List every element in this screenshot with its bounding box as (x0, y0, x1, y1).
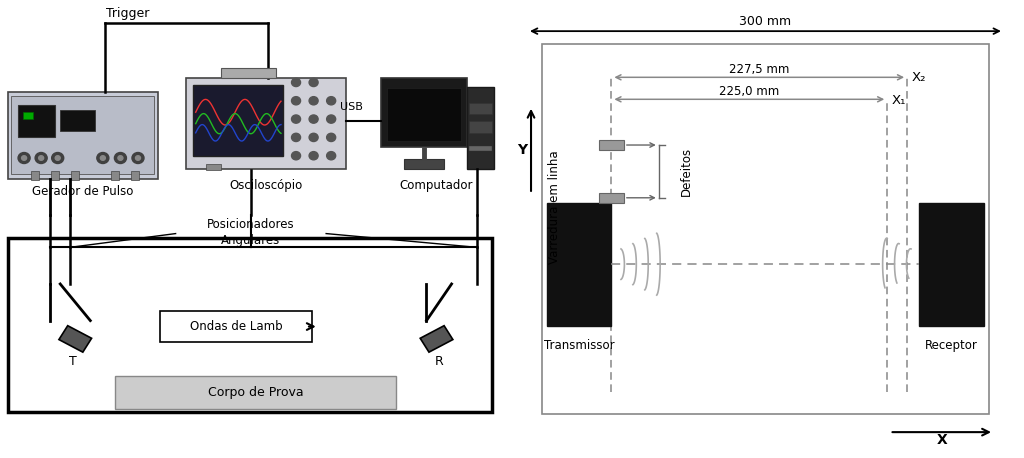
Circle shape (327, 115, 336, 123)
Text: X₂: X₂ (912, 71, 927, 84)
Circle shape (309, 152, 318, 160)
Circle shape (100, 156, 105, 160)
Circle shape (118, 156, 123, 160)
Bar (387, 88, 461, 141)
Circle shape (309, 97, 318, 105)
Bar (31, 171, 39, 180)
Bar (469, 103, 492, 114)
Polygon shape (59, 326, 91, 352)
Bar (17, 105, 55, 137)
Bar (467, 87, 495, 169)
Bar (7, 238, 492, 412)
Circle shape (327, 133, 336, 142)
Circle shape (22, 156, 27, 160)
Circle shape (51, 153, 63, 164)
Circle shape (132, 153, 144, 164)
Circle shape (35, 153, 47, 164)
Polygon shape (420, 326, 453, 352)
Circle shape (327, 152, 336, 160)
Bar (194, 85, 284, 156)
Bar (206, 164, 221, 170)
Text: Posicionadores
Angulares: Posicionadores Angulares (207, 218, 295, 246)
FancyBboxPatch shape (160, 311, 312, 342)
Bar (599, 140, 624, 150)
Circle shape (18, 153, 30, 164)
Circle shape (292, 97, 301, 105)
Circle shape (55, 156, 60, 160)
Text: Gerador de Pulso: Gerador de Pulso (32, 185, 133, 198)
Text: Trigger: Trigger (106, 7, 150, 20)
Text: 227,5 mm: 227,5 mm (729, 63, 790, 76)
Text: Varredura em linha: Varredura em linha (548, 150, 561, 264)
Bar (116, 376, 396, 409)
Bar (7, 92, 158, 179)
Circle shape (309, 78, 318, 87)
Bar (381, 78, 467, 147)
Circle shape (39, 156, 44, 160)
Bar (469, 146, 492, 151)
Circle shape (309, 133, 318, 142)
Circle shape (97, 153, 109, 164)
Bar (403, 159, 444, 169)
Bar (131, 171, 139, 180)
Bar (469, 121, 492, 133)
Circle shape (309, 115, 318, 123)
Bar (599, 193, 624, 202)
Text: 300 mm: 300 mm (739, 15, 792, 28)
Circle shape (135, 156, 140, 160)
Circle shape (115, 153, 126, 164)
Bar (185, 78, 346, 169)
Bar (60, 110, 95, 131)
Circle shape (327, 97, 336, 105)
Text: Ondas de Lamb: Ondas de Lamb (189, 320, 283, 333)
Text: T: T (69, 355, 77, 368)
Text: Receptor: Receptor (926, 339, 978, 352)
Bar (11, 96, 154, 174)
Bar (112, 171, 120, 180)
Bar (920, 202, 984, 326)
Text: Osciloscópio: Osciloscópio (229, 179, 302, 191)
Text: Y: Y (517, 143, 527, 157)
Text: R: R (434, 355, 443, 368)
Circle shape (292, 78, 301, 87)
Text: Corpo de Prova: Corpo de Prova (208, 386, 304, 398)
Text: Transmissor: Transmissor (544, 339, 614, 352)
Bar (221, 68, 276, 78)
Text: 225,0 mm: 225,0 mm (719, 85, 779, 98)
Circle shape (292, 152, 301, 160)
Bar (51, 171, 59, 180)
Circle shape (292, 133, 301, 142)
Text: X₁: X₁ (892, 94, 906, 107)
Bar (23, 112, 33, 119)
Bar (542, 44, 989, 414)
Text: Computador: Computador (399, 179, 473, 191)
Circle shape (292, 115, 301, 123)
Text: USB: USB (340, 102, 362, 112)
Bar (547, 202, 611, 326)
Text: X: X (936, 433, 947, 447)
Text: Defeitos: Defeitos (680, 147, 692, 196)
Bar (72, 171, 79, 180)
